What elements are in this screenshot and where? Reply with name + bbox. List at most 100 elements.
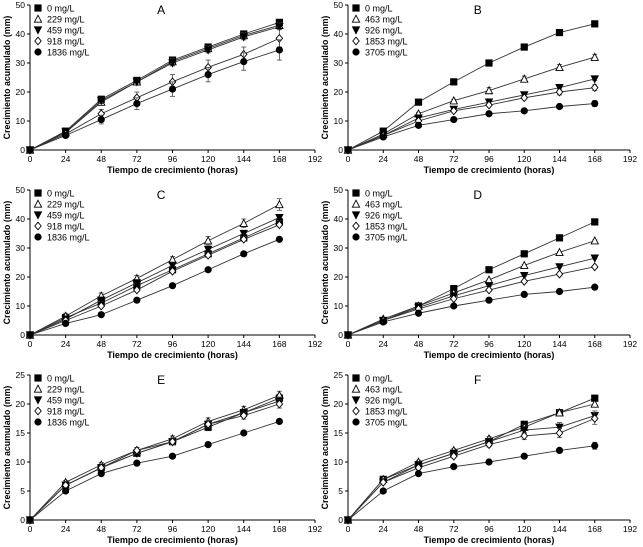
legend-label: 0 mg/L	[47, 4, 75, 14]
legend-label: 3705 mg/L	[365, 418, 408, 428]
y-tick-label: 0	[338, 145, 343, 155]
data-point	[555, 102, 564, 111]
legend-label: 918 mg/L	[47, 37, 85, 47]
legend-marker	[352, 48, 360, 56]
series-line	[347, 23, 595, 151]
data-point	[591, 100, 599, 108]
y-tick-label: 50	[16, 185, 26, 195]
data-point	[240, 250, 248, 258]
legend-marker	[352, 418, 360, 426]
data-point	[133, 296, 141, 304]
data-point	[239, 229, 249, 239]
panel-letter: E	[157, 373, 165, 387]
legend-label: 3705 mg/L	[365, 48, 408, 58]
panel-letter: C	[157, 188, 166, 202]
y-tick-label: 30	[334, 58, 344, 68]
legend-item: 3705 mg/L	[352, 418, 408, 428]
legend-marker	[352, 4, 360, 12]
y-tick-label: 30	[334, 243, 344, 253]
data-point	[275, 46, 283, 54]
data-point	[485, 458, 493, 466]
legend-marker	[34, 221, 42, 231]
data-point	[520, 250, 528, 258]
series-line	[29, 49, 280, 151]
series-line	[29, 224, 280, 336]
data-point	[555, 446, 564, 454]
data-point	[590, 399, 600, 408]
y-tick-label: 20	[334, 399, 344, 409]
legend-label: 0 mg/L	[365, 189, 393, 199]
panel-letter: D	[473, 188, 482, 202]
x-tick-label: 144	[237, 154, 251, 164]
series-926-mg-l	[343, 410, 600, 525]
x-tick-label: 0	[346, 339, 351, 349]
data-point	[275, 199, 284, 209]
series-line	[347, 103, 595, 151]
x-tick-label: 96	[168, 524, 178, 534]
data-point	[555, 234, 564, 242]
y-tick-label: 10	[334, 457, 344, 467]
y-axis-title: Crecimiento acumulado (mm)	[2, 16, 12, 140]
x-tick-label: 72	[132, 524, 142, 534]
data-point	[132, 279, 142, 288]
x-tick-label: 120	[201, 154, 215, 164]
legend-item: 918 mg/L	[34, 221, 85, 232]
y-tick-label: 50	[334, 0, 344, 10]
x-tick-label: 120	[517, 339, 531, 349]
legend-label: 918 mg/L	[47, 222, 85, 232]
x-tick-label: 192	[308, 524, 322, 534]
x-tick-label: 168	[588, 524, 602, 534]
data-point	[414, 469, 423, 478]
x-tick-label: 144	[552, 339, 566, 349]
legend-label: 926 mg/L	[365, 396, 403, 406]
x-tick-label: 96	[168, 154, 178, 164]
chart-panel-c: 0 24 48 72 96 120 144 168 192 0 10 20 30 40 50 Tiempo d…	[2, 185, 322, 360]
data-point	[485, 296, 493, 304]
data-point	[132, 78, 142, 87]
x-tick-label: 48	[97, 154, 107, 164]
legend-item: 463 mg/L	[351, 14, 403, 25]
y-axis-title: Crecimiento acumulado (mm)	[2, 386, 12, 510]
y-tick-label: 5	[338, 486, 343, 496]
series-918-mg-l	[26, 220, 284, 340]
x-tick-label: 192	[623, 154, 637, 164]
data-point	[520, 93, 529, 103]
legend-item: 1836 mg/L	[34, 48, 90, 58]
legend-item: 463 mg/L	[351, 384, 403, 395]
x-tick-label: 0	[346, 524, 351, 534]
x-tick-label: 96	[168, 339, 178, 349]
series-line	[347, 418, 595, 521]
y-tick-label: 10	[334, 116, 344, 126]
series-3705-mg-l	[344, 100, 599, 154]
x-tick-label: 48	[414, 524, 424, 534]
x-tick-label: 0	[28, 154, 33, 164]
data-point	[485, 440, 493, 450]
data-point	[96, 97, 106, 106]
legend-label: 463 mg/L	[365, 200, 403, 210]
y-tick-label: 0	[20, 515, 25, 525]
legend-marker	[33, 211, 43, 220]
legend-marker	[33, 14, 43, 23]
series-1836-mg-l	[26, 39, 283, 154]
data-point	[450, 115, 458, 124]
data-point	[590, 52, 600, 61]
series-line	[347, 286, 595, 336]
data-point	[379, 477, 388, 487]
data-point	[239, 33, 249, 42]
x-tick-label: 144	[552, 154, 566, 164]
series-1853-mg-l	[344, 262, 599, 340]
x-tick-label: 192	[308, 154, 322, 164]
data-point	[590, 83, 599, 93]
legend-item: 1853 mg/L	[352, 407, 408, 417]
data-point	[520, 452, 528, 460]
x-tick-label: 24	[379, 524, 389, 534]
legend-marker	[352, 374, 360, 382]
x-tick-label: 168	[272, 339, 286, 349]
data-point	[168, 261, 177, 271]
legend-marker	[352, 233, 360, 241]
data-point	[97, 469, 105, 478]
legend-marker	[351, 384, 361, 393]
data-point	[590, 262, 599, 272]
